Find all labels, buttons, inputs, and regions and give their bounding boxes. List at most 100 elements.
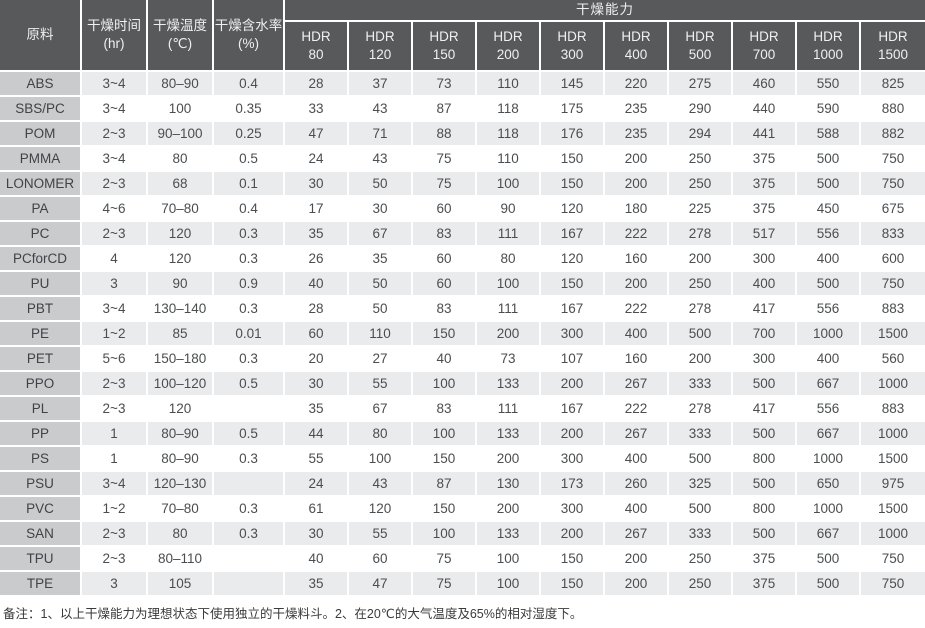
value-cell: 88	[413, 122, 477, 147]
value-cell: 75	[413, 572, 477, 597]
value-cell: 275	[669, 72, 733, 97]
value-cell: 300	[541, 497, 605, 522]
material-cell: PCforCD	[0, 247, 82, 272]
value-cell: 20	[285, 347, 349, 372]
material-cell: PP	[0, 422, 82, 447]
value-cell: 1~2	[82, 322, 148, 347]
value-cell: 120	[541, 247, 605, 272]
value-cell: 460	[733, 72, 797, 97]
header-row-hdr-models: HDR 80 HDR 120 HDR 150 HDR 200 HDR 300 HDR 40…	[0, 22, 925, 72]
value-cell: 40	[285, 547, 349, 572]
value-cell: 500	[733, 472, 797, 497]
value-cell: 375	[733, 197, 797, 222]
table-row: PBT 3~4 130–140 0.3 28 50 83 111 167 222 278 417 556…	[0, 297, 925, 322]
table-row: PP 1 80–90 0.5 44 80 100 133 200 267 333 500 667 1000	[0, 422, 925, 447]
value-cell: 400	[605, 497, 669, 522]
value-cell: 500	[733, 372, 797, 397]
value-cell	[214, 472, 285, 497]
value-cell: 250	[669, 547, 733, 572]
col-header-moisture: 干燥含水率 (%)	[214, 0, 285, 72]
value-cell: 133	[477, 522, 541, 547]
value-cell: 556	[797, 297, 861, 322]
value-cell: 500	[797, 572, 861, 597]
value-cell: 500	[797, 172, 861, 197]
value-cell: 375	[733, 172, 797, 197]
value-cell: 150	[413, 497, 477, 522]
value-cell: 100	[349, 447, 413, 472]
value-cell: 250	[669, 172, 733, 197]
header-row-top: 原料 干燥时间 (hr) 干燥温度 (℃) 干燥含水率 (%) 干燥能力	[0, 0, 925, 72]
value-cell: 120	[148, 397, 214, 422]
value-cell: 222	[605, 222, 669, 247]
value-cell: 73	[477, 347, 541, 372]
col-header-hdr-model: HDR 200	[477, 22, 541, 72]
col-header-hdr-model: HDR 1000	[797, 22, 861, 72]
material-cell: PVC	[0, 497, 82, 522]
value-cell: 80–90	[148, 447, 214, 472]
value-cell: 0.25	[214, 122, 285, 147]
value-cell: 67	[349, 397, 413, 422]
col-header-hdr-model: HDR 500	[669, 22, 733, 72]
material-cell: PA	[0, 197, 82, 222]
value-cell: 35	[285, 397, 349, 422]
value-cell: 0.5	[214, 147, 285, 172]
value-cell: 0.3	[214, 347, 285, 372]
value-cell: 0.3	[214, 222, 285, 247]
value-cell: 3~4	[82, 97, 148, 122]
value-cell: 50	[349, 272, 413, 297]
value-cell	[214, 397, 285, 422]
value-cell: 200	[605, 547, 669, 572]
value-cell: 1000	[861, 372, 925, 397]
value-cell: 1000	[797, 322, 861, 347]
footnote: 备注：1、以上干燥能力为理想状态下使用独立的干燥料斗。2、在20℃的大气温度及6…	[3, 607, 583, 621]
value-cell: 200	[541, 372, 605, 397]
value-cell: 60	[413, 247, 477, 272]
value-cell: 100	[413, 422, 477, 447]
value-cell: 120	[148, 247, 214, 272]
value-cell: 2~3	[82, 222, 148, 247]
value-cell: 750	[861, 572, 925, 597]
value-cell: 150	[541, 547, 605, 572]
value-cell: 70–80	[148, 497, 214, 522]
value-cell: 556	[797, 397, 861, 422]
value-cell: 500	[669, 322, 733, 347]
value-cell: 100–120	[148, 372, 214, 397]
col-header-hdr-model: HDR 150	[413, 22, 477, 72]
value-cell: 3	[82, 572, 148, 597]
value-cell: 43	[349, 97, 413, 122]
value-cell: 75	[413, 172, 477, 197]
table-row: PVC 1~2 70–80 0.3 61 120 150 200 300 400 500 800 100…	[0, 497, 925, 522]
col-header-hdr-model: HDR 300	[541, 22, 605, 72]
col-header-hdr-model: HDR 120	[349, 22, 413, 72]
material-cell: PE	[0, 322, 82, 347]
value-cell: 375	[733, 572, 797, 597]
value-cell: 107	[541, 347, 605, 372]
value-cell: 800	[733, 447, 797, 472]
value-cell: 0.5	[214, 372, 285, 397]
value-cell: 24	[285, 472, 349, 497]
value-cell: 0.35	[214, 97, 285, 122]
value-cell: 267	[605, 522, 669, 547]
value-cell: 1	[82, 422, 148, 447]
value-cell: 750	[861, 547, 925, 572]
col-header-material: 原料	[0, 0, 82, 72]
value-cell: 0.01	[214, 322, 285, 347]
value-cell: 500	[669, 447, 733, 472]
value-cell: 160	[605, 247, 669, 272]
value-cell: 80–90	[148, 422, 214, 447]
value-cell: 200	[541, 522, 605, 547]
value-cell: 150	[413, 322, 477, 347]
value-cell: 0.3	[214, 247, 285, 272]
value-cell: 83	[413, 222, 477, 247]
value-cell: 43	[349, 472, 413, 497]
value-cell: 400	[605, 322, 669, 347]
col-header-hdr-model: HDR 80	[285, 22, 349, 72]
value-cell: 100	[413, 522, 477, 547]
value-cell: 71	[349, 122, 413, 147]
value-cell: 24	[285, 147, 349, 172]
value-cell: 800	[733, 497, 797, 522]
value-cell: 235	[605, 97, 669, 122]
value-cell: 440	[733, 97, 797, 122]
value-cell: 120	[349, 497, 413, 522]
value-cell: 675	[861, 197, 925, 222]
